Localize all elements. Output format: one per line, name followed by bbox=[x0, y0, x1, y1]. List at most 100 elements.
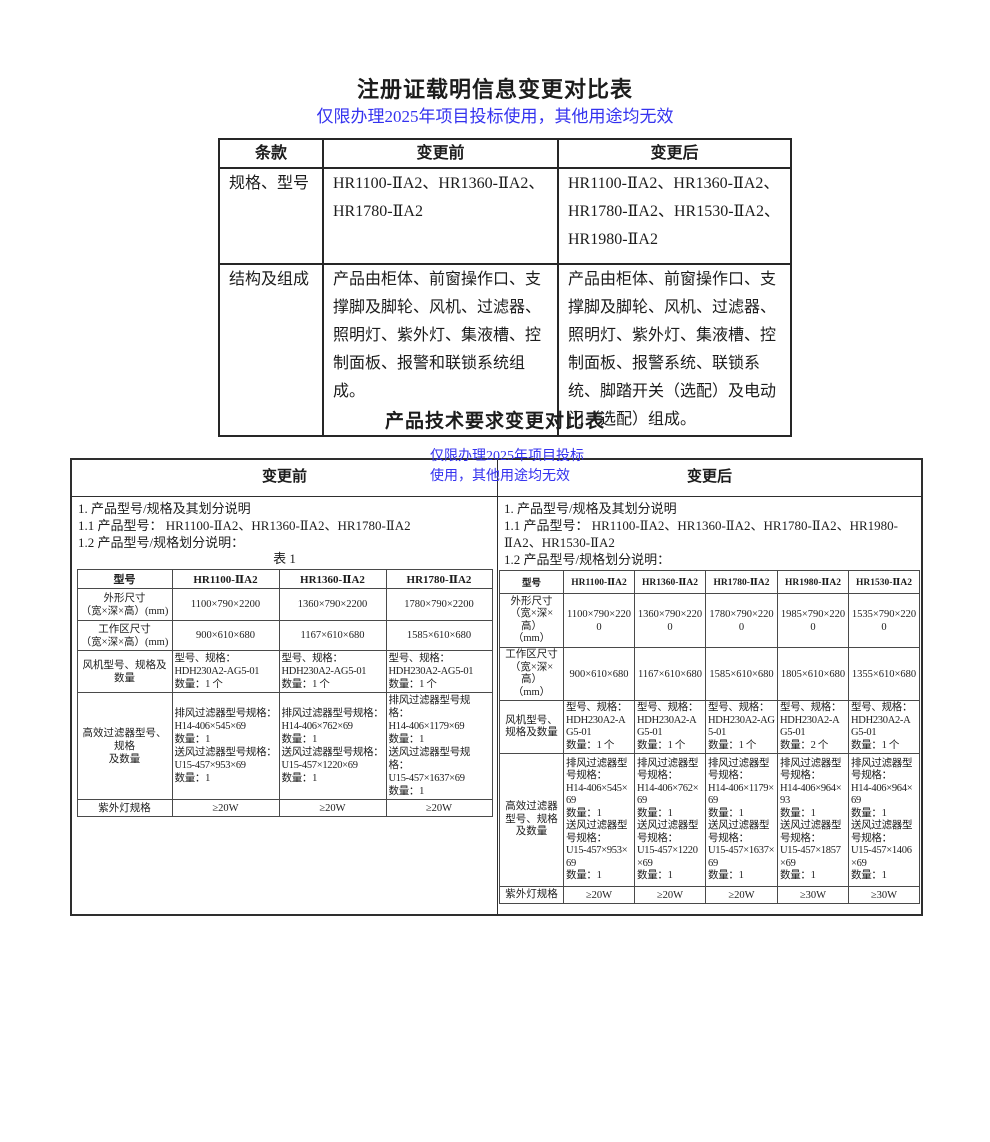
row-label: 紫外灯规格 bbox=[76, 799, 173, 817]
spec-value: 排风过滤器型号规格： H14-406×762×69 数量：1 送风过滤器型号规格… bbox=[634, 753, 706, 887]
spec-value: 型号、规格： HDH230A2-AG5-01 数量：1 个 bbox=[848, 700, 920, 754]
after-panel: 1. 产品型号/规格及其划分说明 1.1 产品型号： HR1100-ⅡA2、HR… bbox=[498, 497, 921, 915]
spec-value: 排风过滤器型号规格： H14-406×545×69 数量：1 送风过滤器型号规格… bbox=[171, 692, 280, 800]
intro-line-2: 1.1 产品型号： HR1100-ⅡA2、HR1360-ⅡA2、HR1780-Ⅱ… bbox=[504, 518, 898, 550]
spec-value: 1167×610×680 bbox=[278, 620, 387, 651]
table-row: 结构及组成 产品由柜体、前窗操作口、支撑脚及脚轮、风机、过滤器、照明灯、紫外灯、… bbox=[218, 263, 792, 437]
intro-line-3: 1.2 产品型号/规格划分说明： bbox=[78, 535, 245, 550]
spec-col-model: HR1530-ⅡA2 bbox=[848, 570, 920, 594]
table-row: 规格、型号 HR1100-ⅡA2、HR1360-ⅡA2、HR1780-ⅡA2 H… bbox=[218, 167, 792, 265]
row-label: 外形尺寸 （宽×深×高）(mm) bbox=[76, 588, 173, 621]
before-cell: 产品由柜体、前窗操作口、支撑脚及脚轮、风机、过滤器、照明灯、紫外灯、集液槽、控制… bbox=[322, 263, 559, 437]
spec-value: 1100×790×2200 bbox=[171, 588, 280, 621]
row-label: 高效过滤器型号、 规格 及数量 bbox=[76, 692, 173, 800]
after-cell: 产品由柜体、前窗操作口、支撑脚及脚轮、风机、过滤器、照明灯、紫外灯、集液槽、控制… bbox=[557, 263, 792, 437]
watermark-middle: 仅限办理2025年项目投标 使用，其他用途均无效 bbox=[430, 447, 584, 487]
spec-col-model: HR1100-ⅡA2 bbox=[171, 569, 280, 589]
spec-value: 排风过滤器型号规格： H14-406×762×69 数量：1 送风过滤器型号规格… bbox=[278, 692, 387, 800]
before-intro: 1. 产品型号/规格及其划分说明 1.1 产品型号： HR1100-ⅡA2、HR… bbox=[72, 497, 497, 551]
spec-value: 1355×610×680 bbox=[848, 647, 920, 701]
spec-value: 1167×610×680 bbox=[634, 647, 706, 701]
spec-value: 型号、规格： HDH230A2-AG5-01 数量：2 个 bbox=[777, 700, 849, 754]
spec-table-before: 型号 HR1100-ⅡA2 HR1360-ⅡA2 HR1780-ⅡA2 外形尺寸… bbox=[76, 569, 493, 817]
row-label: 工作区尺寸 （宽×深×高） （mm） bbox=[499, 647, 564, 701]
tech-table-header-row: 变更前 变更后 bbox=[72, 460, 921, 497]
spec-header-row: 型号 HR1100-ⅡA2 HR1360-ⅡA2 HR1780-ⅡA2 HR19… bbox=[499, 570, 920, 594]
spec-col-model: HR1360-ⅡA2 bbox=[634, 570, 706, 594]
spec-value: ≥30W bbox=[777, 886, 849, 904]
spec-col-model: HR1100-ⅡA2 bbox=[563, 570, 635, 594]
watermark-line-1: 仅限办理2025年项目投标 bbox=[430, 449, 584, 464]
spec-value: 排风过滤器型号规格： H14-406×964×69 数量：1 送风过滤器型号规格… bbox=[848, 753, 920, 887]
spec-row-fan: 风机型号、规格及数量 型号、规格： HDH230A2-AG5-01 数量：1 个… bbox=[499, 700, 920, 754]
spec-value: 型号、规格： HDH230A2-AG5-01 数量：1 个 bbox=[385, 650, 493, 693]
spec-value: 1780×790×2200 bbox=[385, 588, 493, 621]
spec-header-row: 型号 HR1100-ⅡA2 HR1360-ⅡA2 HR1780-ⅡA2 bbox=[76, 569, 493, 589]
intro-line-3: 1.2 产品型号/规格划分说明： bbox=[504, 552, 671, 567]
table-header-row: 条款 变更前 变更后 bbox=[218, 138, 792, 169]
col-header-clause: 条款 bbox=[218, 138, 324, 169]
spec-row-outer-dims: 外形尺寸 （宽×深×高） （mm） 1100×790×2200 1360×790… bbox=[499, 593, 920, 648]
spec-value: 型号、规格： HDH230A2-AG5-01 数量：1 个 bbox=[563, 700, 635, 754]
spec-value: ≥30W bbox=[848, 886, 920, 904]
row-label: 高效过滤器型号、规格 及数量 bbox=[499, 753, 564, 887]
spec-row-work-dims: 工作区尺寸 （宽×深×高）(mm) 900×610×680 1167×610×6… bbox=[76, 620, 493, 651]
spec-row-uv: 紫外灯规格 ≥20W ≥20W ≥20W ≥30W ≥30W bbox=[499, 886, 920, 904]
spec-value: 900×610×680 bbox=[171, 620, 280, 651]
col-header-after: 变更后 bbox=[557, 138, 792, 169]
spec-value: 1780×790×2200 bbox=[705, 593, 778, 648]
after-cell: HR1100-ⅡA2、HR1360-ⅡA2、HR1780-ⅡA2、HR1530-… bbox=[557, 167, 792, 265]
col-header-before: 变更前 bbox=[322, 138, 559, 169]
before-cell: HR1100-ⅡA2、HR1360-ⅡA2、HR1780-ⅡA2 bbox=[322, 167, 559, 265]
spec-value: ≥20W bbox=[171, 799, 280, 817]
spec-value: 1585×610×680 bbox=[385, 620, 493, 651]
row-label: 风机型号、规格及数量 bbox=[499, 700, 564, 754]
spec-value: 1585×610×680 bbox=[705, 647, 778, 701]
watermark-line-2: 使用，其他用途均无效 bbox=[430, 469, 570, 484]
row-label: 工作区尺寸 （宽×深×高）(mm) bbox=[76, 620, 173, 651]
spec-value: 型号、规格： HDH230A2-AG5-01 数量：1 个 bbox=[705, 700, 778, 754]
spec-value: 1100×790×2200 bbox=[563, 593, 635, 648]
spec-row-hepa: 高效过滤器型号、 规格 及数量 排风过滤器型号规格： H14-406×545×6… bbox=[76, 692, 493, 800]
row-label: 风机型号、规格及 数量 bbox=[76, 650, 173, 693]
row-label: 紫外灯规格 bbox=[499, 886, 564, 904]
spec-value: 排风过滤器型号规格： H14-406×964×93 数量：1 送风过滤器型号规格… bbox=[777, 753, 849, 887]
spec-row-fan: 风机型号、规格及 数量 型号、规格： HDH230A2-AG5-01 数量：1 … bbox=[76, 650, 493, 693]
spec-row-work-dims: 工作区尺寸 （宽×深×高） （mm） 900×610×680 1167×610×… bbox=[499, 647, 920, 701]
spec-value: 1360×790×2200 bbox=[278, 588, 387, 621]
spec-value: 型号、规格： HDH230A2-AG5-01 数量：1 个 bbox=[634, 700, 706, 754]
intro-line-1: 1. 产品型号/规格及其划分说明 bbox=[78, 501, 251, 516]
clause-cell: 结构及组成 bbox=[218, 263, 324, 437]
spec-value: ≥20W bbox=[385, 799, 493, 817]
spec-value: ≥20W bbox=[634, 886, 706, 904]
before-panel: 1. 产品型号/规格及其划分说明 1.1 产品型号： HR1100-ⅡA2、HR… bbox=[72, 497, 498, 915]
spec-value: 900×610×680 bbox=[563, 647, 635, 701]
row-label: 外形尺寸 （宽×深×高） （mm） bbox=[499, 593, 564, 648]
spec-row-hepa: 高效过滤器型号、规格 及数量 排风过滤器型号规格： H14-406×545×69… bbox=[499, 753, 920, 887]
spec-value: ≥20W bbox=[278, 799, 387, 817]
doc-title-registration: 注册证载明信息变更对比表 bbox=[356, 77, 633, 102]
spec-value: 型号、规格： HDH230A2-AG5-01 数量：1 个 bbox=[171, 650, 280, 693]
spec-value: ≥20W bbox=[705, 886, 778, 904]
spec-col-model: HR1980-ⅡA2 bbox=[777, 570, 849, 594]
spec-value: 1360×790×2200 bbox=[634, 593, 706, 648]
col-header-after: 变更后 bbox=[686, 469, 732, 485]
registration-change-table: 条款 变更前 变更后 规格、型号 HR1100-ⅡA2、HR1360-ⅡA2、H… bbox=[218, 138, 792, 437]
after-intro: 1. 产品型号/规格及其划分说明 1.1 产品型号： HR1100-ⅡA2、HR… bbox=[498, 497, 921, 568]
spec-value: 排风过滤器型号规格： H14-406×1179×69 数量：1 送风过滤器型号规… bbox=[385, 692, 493, 800]
spec-value: ≥20W bbox=[563, 886, 635, 904]
intro-line-1: 1. 产品型号/规格及其划分说明 bbox=[504, 501, 677, 516]
spec-value: 排风过滤器型号规格： H14-406×1179×69 数量：1 送风过滤器型号规… bbox=[705, 753, 778, 887]
tech-change-table: 变更前 变更后 1. 产品型号/规格及其划分说明 1.1 产品型号： HR110… bbox=[70, 458, 923, 916]
spec-col-model: HR1360-ⅡA2 bbox=[278, 569, 387, 589]
spec-col-model: HR1780-ⅡA2 bbox=[385, 569, 493, 589]
spec-table-after: 型号 HR1100-ⅡA2 HR1360-ⅡA2 HR1780-ⅡA2 HR19… bbox=[499, 570, 920, 904]
spec-row-uv: 紫外灯规格 ≥20W ≥20W ≥20W bbox=[76, 799, 493, 817]
col-header-before: 变更前 bbox=[72, 460, 498, 496]
spec-value: 型号、规格： HDH230A2-AG5-01 数量：1 个 bbox=[278, 650, 387, 693]
spec-col-model: 型号 bbox=[76, 569, 173, 589]
spec-value: 1985×790×2200 bbox=[777, 593, 849, 648]
spec-value: 1535×790×2200 bbox=[848, 593, 920, 648]
intro-line-2: 1.1 产品型号： HR1100-ⅡA2、HR1360-ⅡA2、HR1780-Ⅱ… bbox=[78, 518, 411, 533]
